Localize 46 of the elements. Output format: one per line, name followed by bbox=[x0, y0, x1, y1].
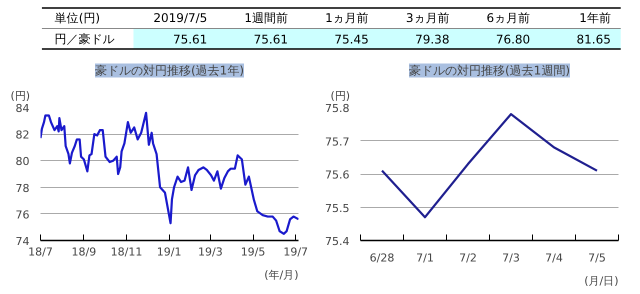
x-tick-label: 7/1 bbox=[416, 252, 434, 264]
line-series bbox=[40, 112, 298, 235]
x-tick-label: 6/28 bbox=[370, 252, 394, 264]
category-label: 6ヵ月前 bbox=[486, 11, 530, 26]
data-label: 79.38 bbox=[415, 32, 450, 46]
legend-title: 単位(円) bbox=[54, 11, 100, 26]
line-series bbox=[380, 113, 598, 218]
y-tick-label: 74 bbox=[16, 235, 30, 248]
y-tick-label: 78 bbox=[16, 182, 30, 195]
data-label: 75.45 bbox=[334, 32, 369, 46]
y-tick-label: 84 bbox=[16, 102, 30, 115]
x-tick-label: 19/3 bbox=[198, 246, 223, 258]
y-tick-label: 80 bbox=[16, 155, 30, 168]
y-tick-label: 82 bbox=[16, 128, 30, 142]
y-tick-label: 75.5 bbox=[325, 202, 350, 215]
y-tick-label: 76 bbox=[16, 208, 30, 222]
data-label: 75.61 bbox=[254, 32, 288, 46]
chart-title: 豪ドルの対円推移(過去1週間) bbox=[409, 64, 570, 78]
x-axis-title: (月/日) bbox=[584, 274, 619, 288]
y-tick-label: 75.8 bbox=[325, 102, 350, 115]
x-tick-label: 19/5 bbox=[240, 246, 266, 258]
y-axis-title: (円) bbox=[10, 90, 30, 102]
chart-title: 豪ドルの対円推移(過去1年) bbox=[95, 64, 244, 78]
y-tick-label: 75.6 bbox=[325, 168, 350, 182]
category-label: 3ヵ月前 bbox=[406, 11, 450, 26]
y-tick-label: 75.7 bbox=[325, 135, 350, 148]
x-tick-label: 7/2 bbox=[459, 252, 477, 264]
x-tick-label: 7/4 bbox=[545, 252, 563, 264]
x-tick-label: 18/11 bbox=[110, 246, 142, 258]
x-tick-label: 7/3 bbox=[502, 252, 520, 264]
category-label: 1ヵ月前 bbox=[325, 11, 369, 26]
x-tick-label: 18/9 bbox=[72, 246, 96, 258]
x-tick-label: 18/7 bbox=[28, 246, 53, 258]
x-tick-label: 19/7 bbox=[283, 246, 308, 258]
series-label: 円／豪ドル bbox=[54, 32, 115, 46]
data-label: 76.80 bbox=[496, 32, 530, 46]
category-label: 1週間前 bbox=[244, 11, 288, 26]
data-label: 75.61 bbox=[172, 32, 208, 46]
category-label: 2019/7/5 bbox=[153, 11, 208, 26]
category-label: 1年前 bbox=[579, 11, 611, 26]
x-tick-label: 7/5 bbox=[588, 252, 606, 264]
data-label: 81.65 bbox=[576, 32, 611, 46]
x-tick-label: 19/1 bbox=[156, 246, 182, 258]
y-tick-label: 75.4 bbox=[325, 235, 350, 248]
y-axis-title: (円) bbox=[330, 90, 350, 102]
x-axis-title: (年/月) bbox=[264, 268, 299, 282]
